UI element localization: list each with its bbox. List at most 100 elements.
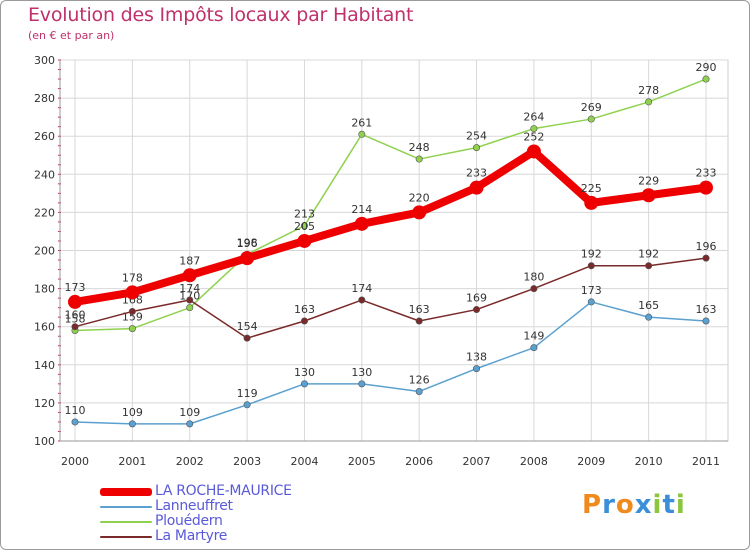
data-label: 278 [638,84,659,97]
data-label: 192 [638,248,659,261]
y-tick-label: 200 [34,245,55,258]
x-tick-label: 2009 [577,455,605,468]
y-tick-label: 300 [34,54,55,67]
x-tick-label: 2000 [61,455,89,468]
data-point [186,296,194,304]
legend-label: Lanneuffret [155,498,233,514]
x-tick-label: 2011 [692,455,720,468]
y-tick-label: 100 [34,435,55,448]
data-label: 213 [294,208,315,221]
data-label: 165 [638,299,659,312]
data-label: 109 [122,406,143,419]
data-label: 110 [65,404,86,417]
series-line [71,147,710,306]
data-point [702,75,710,83]
data-label: 205 [294,220,315,233]
data-point [128,325,136,333]
data-label: 109 [179,406,200,419]
x-tick-label: 2002 [176,455,204,468]
data-label: 233 [466,167,487,180]
y-tick-label: 240 [34,168,55,181]
data-point [415,155,423,163]
data-point [641,188,656,203]
data-label: 178 [122,271,143,284]
legend-swatch [100,506,152,508]
proxiti-logo: Proxiti [582,490,686,520]
x-tick-label: 2001 [118,455,146,468]
data-label: 220 [409,191,430,204]
data-point [358,296,366,304]
data-label: 290 [696,61,717,74]
data-point [186,420,194,428]
legend-label: LA ROCHE-MAURICE [155,483,292,499]
data-label: 174 [179,282,200,295]
data-point [645,98,653,106]
data-label: 169 [466,292,487,305]
data-point [473,365,481,373]
data-label: 233 [696,167,717,180]
legend-swatch [100,536,152,538]
data-point [473,144,481,152]
legend-label: La Martyre [155,528,228,544]
data-label: 187 [179,254,200,267]
data-point [702,254,710,262]
data-point [128,420,136,428]
data-point [71,418,79,426]
series-line [74,78,707,332]
chart-subtitle: (en € et par an) [28,29,115,42]
data-point [243,334,251,342]
data-point [358,130,366,138]
data-label: 261 [351,116,372,129]
data-point [68,294,82,309]
legend-swatch [100,521,152,523]
data-label: 225 [581,182,602,195]
logo-letter: o [615,490,635,520]
data-label: 248 [409,141,430,154]
y-tick-label: 260 [34,130,55,143]
data-label: 196 [696,240,717,253]
y-tick-label: 160 [34,321,55,334]
data-point [128,307,136,315]
data-label: 158 [65,313,86,326]
data-point [415,317,423,325]
data-point [243,401,251,409]
data-point [182,268,197,283]
x-tick-label: 2007 [463,455,491,468]
data-point [702,317,710,325]
data-label: 173 [65,281,86,294]
y-tick-label: 180 [34,283,55,296]
data-label: 252 [523,130,544,143]
data-label: 138 [466,351,487,364]
data-point [415,387,423,395]
data-point [526,144,541,159]
logo-letter: i [652,490,663,520]
logo-letter: i [675,490,686,520]
data-point [240,251,255,266]
series-line [74,301,707,425]
data-point [125,285,140,300]
data-point [645,262,653,270]
data-point [300,380,308,388]
y-tick-label: 140 [34,359,55,372]
data-label: 229 [638,174,659,187]
data-label: 170 [179,290,200,303]
data-point [354,216,369,231]
data-label: 192 [581,248,602,261]
logo-letter: t [662,490,676,520]
data-point [530,344,538,352]
legend-label: Plouédern [155,513,223,529]
data-point [300,222,308,230]
x-tick-label: 2004 [290,455,318,468]
data-label: 126 [409,373,430,386]
data-point [412,205,427,220]
data-label: 174 [351,282,372,295]
data-label: 159 [122,311,143,324]
y-tick-label: 220 [34,206,55,219]
data-label: 149 [523,330,544,343]
data-point [473,306,481,314]
data-point [300,317,308,325]
chart-title: Evolution des Impôts locaux par Habitant [28,4,414,26]
data-point [358,380,366,388]
data-point [587,298,595,306]
data-label: 163 [409,303,430,316]
